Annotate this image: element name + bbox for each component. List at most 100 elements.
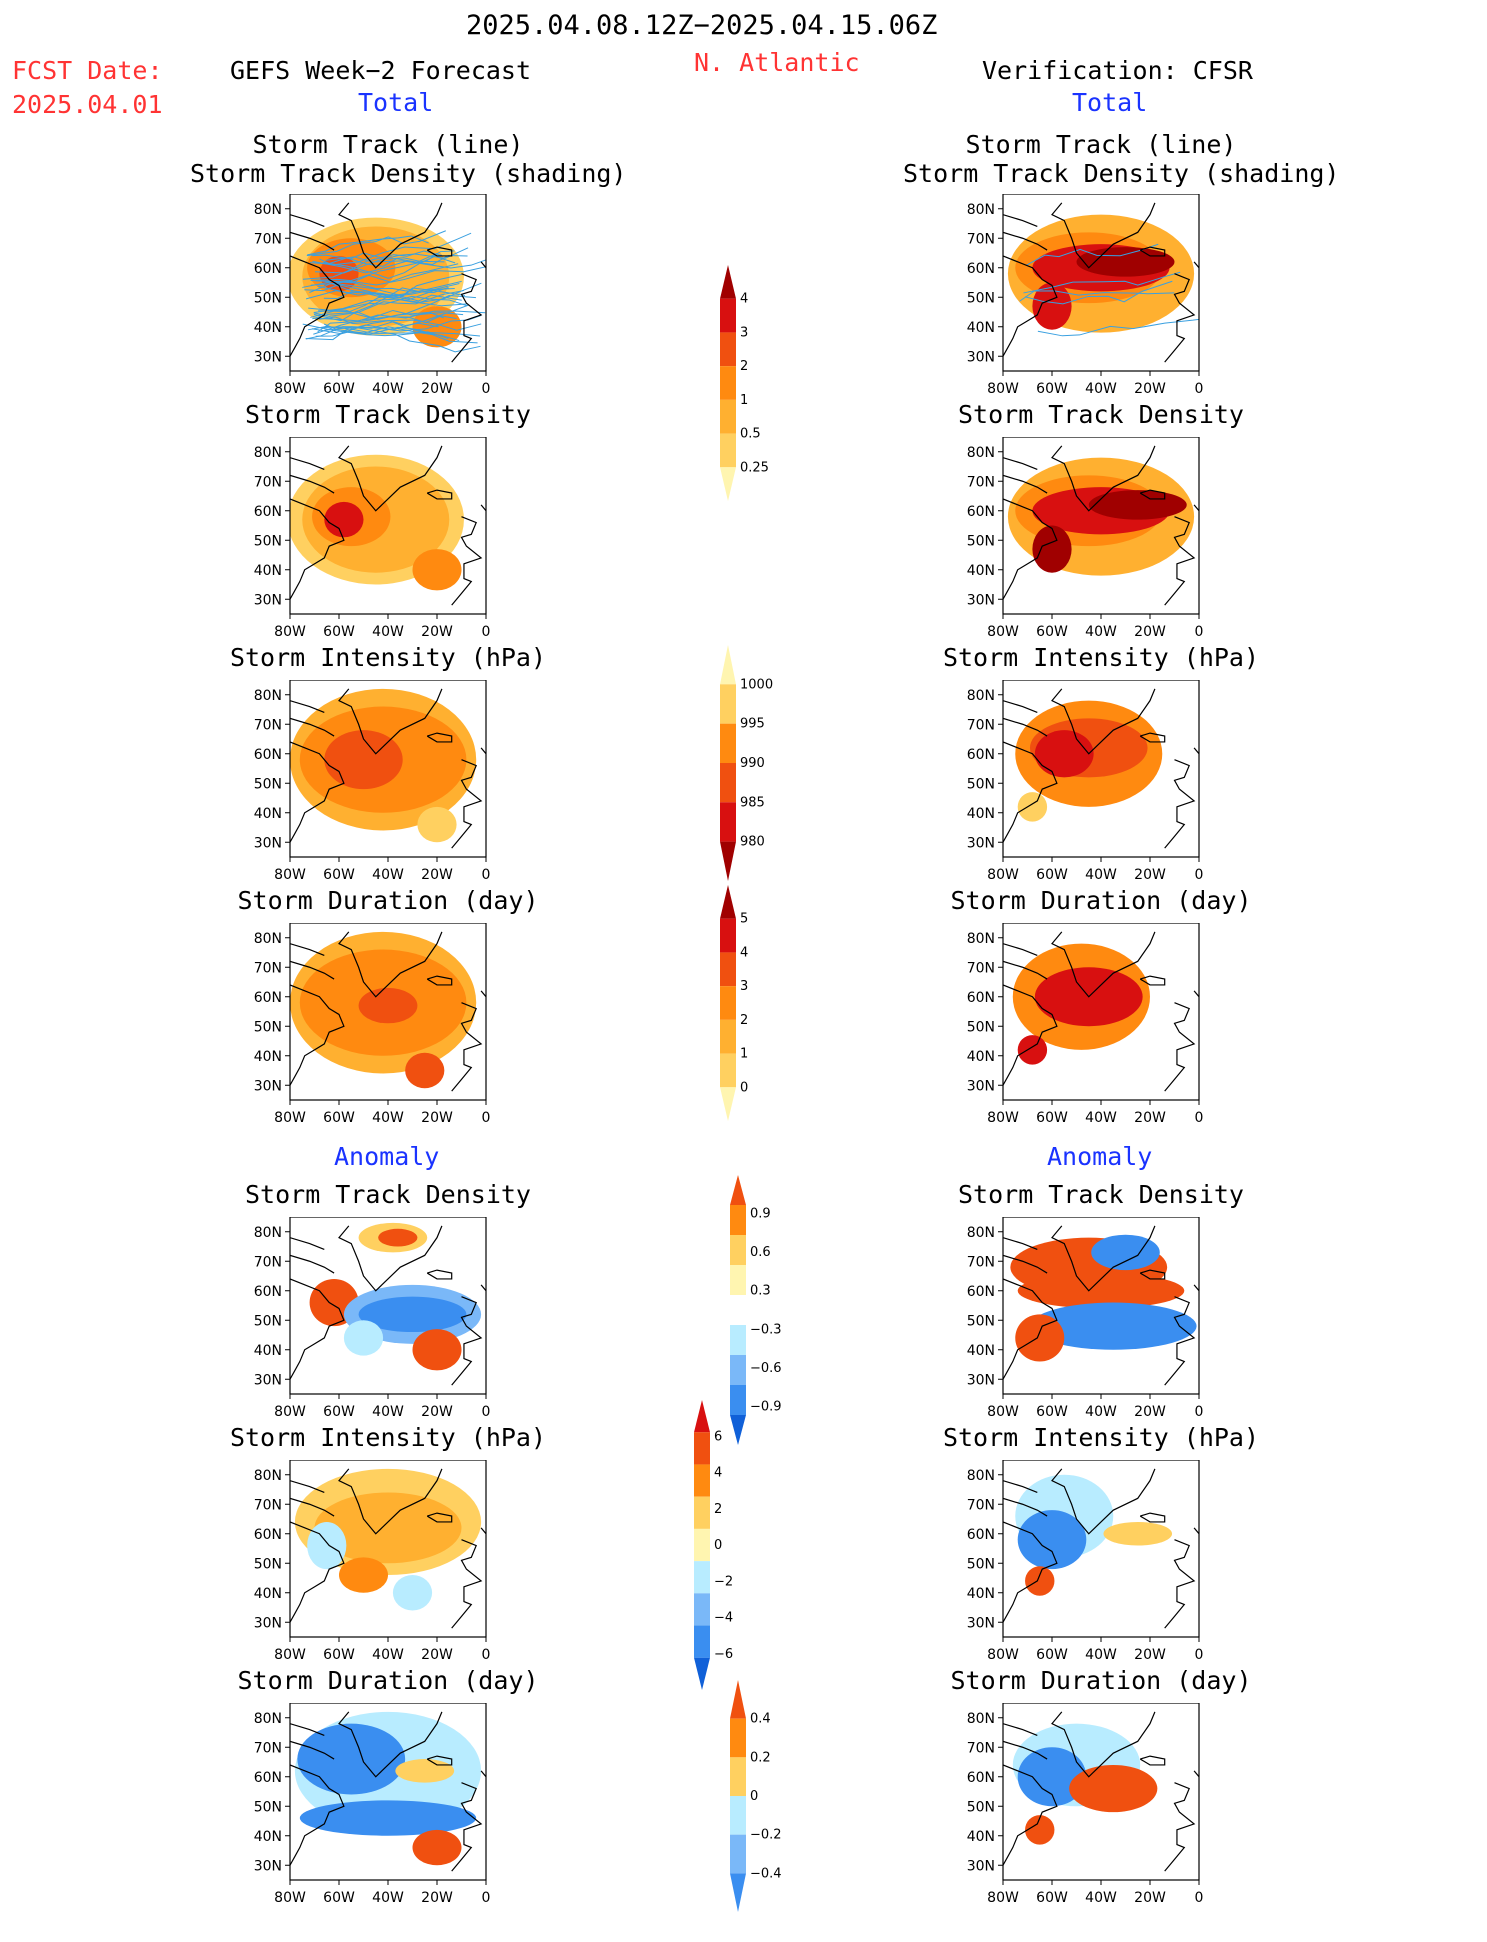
lat-tick-label: 40N (967, 1586, 995, 1602)
lat-tick-label: 80N (967, 202, 995, 218)
lon-tick-label: 40W (1085, 381, 1117, 397)
cb-density-anom-swatch (730, 1175, 746, 1205)
cb-density-label: 2 (740, 359, 748, 374)
lon-tick-label: 60W (323, 867, 355, 883)
lon-tick-label: 20W (1134, 624, 1166, 640)
cb-intensity-anom-label: 0 (714, 1538, 722, 1553)
fc-density-anom-title: Storm Track Density (190, 1180, 586, 1209)
cb-duration-swatch (720, 1020, 736, 1054)
cb-duration-label: 3 (740, 979, 748, 994)
lon-tick-label: 20W (1134, 381, 1166, 397)
cb-density-anom-swatch (730, 1325, 746, 1355)
cb-density-anom-swatch (730, 1295, 746, 1325)
date-range-title: 2025.04.08.12Z−2025.04.15.06Z (466, 10, 937, 41)
cb-density-anom-swatch (730, 1205, 746, 1235)
lat-tick-label: 50N (967, 1556, 995, 1572)
lon-tick-label: 60W (1036, 381, 1068, 397)
lon-tick-label: 80W (274, 1110, 306, 1126)
lat-tick-label: 30N (967, 1615, 995, 1631)
lon-tick-label: 60W (1036, 1110, 1068, 1126)
lat-tick-label: 30N (254, 1372, 282, 1388)
lon-tick-label: 20W (421, 1110, 453, 1126)
lon-tick-label: 80W (274, 1404, 306, 1420)
lat-tick-label: 60N (967, 261, 995, 277)
cb-intensity-anom-swatch (694, 1464, 710, 1496)
lat-tick-label: 80N (254, 1468, 282, 1484)
fc-intensity-anom-shade-3 (339, 1557, 388, 1592)
fcst-date-label: FCST Date: (12, 56, 163, 85)
lon-tick-label: 20W (1134, 1110, 1166, 1126)
lat-tick-label: 40N (254, 320, 282, 336)
lon-tick-label: 0 (1195, 867, 1204, 883)
fc-duration-map: 80N70N60N50N40N30N80W 60W 40W 20W 0 (240, 923, 516, 1140)
lat-tick-label: 50N (254, 290, 282, 306)
cb-duration-anom-label: 0.4 (750, 1712, 771, 1727)
lat-tick-label: 50N (254, 776, 282, 792)
cb-density-label: 0.25 (740, 460, 769, 475)
cb-intensity-anom-label: 6 (714, 1429, 722, 1444)
lat-tick-label: 50N (254, 1313, 282, 1329)
lon-tick-label: 0 (482, 1647, 491, 1663)
fc-intensity-anom-map: 80N 70N 60N 50N 40N 30N 80W 60W 40W 20W 0 (240, 1460, 516, 1677)
cb-intensity-label: 985 (740, 795, 765, 810)
lon-tick-label: 40W (372, 1890, 404, 1906)
lon-tick-label: 60W (1036, 1404, 1068, 1420)
cb-density-label: 4 (740, 292, 748, 307)
lat-tick-label: 40N (967, 1343, 995, 1359)
ob-track-map: 80N70N60N50N40N30N80W 60W 40W 20W 0 (953, 194, 1229, 411)
ob-density-anom-title: Storm Track Density (903, 1180, 1299, 1209)
lon-tick-label: 20W (1134, 1890, 1166, 1906)
lon-tick-label: 60W (1036, 624, 1068, 640)
cb-intensity-swatch (720, 645, 736, 684)
fcst-date-value: 2025.04.01 (12, 90, 163, 119)
cb-density-anom-label: 0.6 (750, 1245, 771, 1260)
lat-tick-label: 80N (967, 931, 995, 947)
fc-duration-anom-shade-1 (297, 1724, 405, 1795)
cb-duration-label: 1 (740, 1047, 748, 1062)
lat-tick-label: 30N (967, 1858, 995, 1874)
lat-tick-label: 60N (967, 1527, 995, 1543)
lat-tick-label: 50N (967, 290, 995, 306)
cb-intensity-anom-swatch (694, 1400, 710, 1432)
cb-duration-label: 5 (740, 912, 748, 927)
lat-tick-label: 50N (254, 1556, 282, 1572)
left-total-label: Total (358, 88, 433, 117)
cb-density-anom-label: 0.3 (750, 1284, 771, 1299)
lat-tick-label: 30N (967, 1078, 995, 1094)
lat-tick-label: 30N (254, 592, 282, 608)
cb-density-swatch (720, 467, 736, 501)
lon-tick-label: 0 (1195, 381, 1204, 397)
cb-duration-anom: 0.40.20−0.2−0.4 (730, 1680, 790, 1942)
lat-tick-label: 30N (254, 1858, 282, 1874)
lon-tick-label: 80W (274, 1890, 306, 1906)
lat-tick-label: 60N (254, 990, 282, 1006)
lat-tick-label: 70N (254, 717, 282, 733)
fc-duration-title: Storm Duration (day) (190, 886, 586, 915)
cb-intensity-swatch (720, 842, 736, 881)
lat-tick-label: 30N (254, 835, 282, 851)
cb-density-anom-swatch (730, 1265, 746, 1295)
lat-tick-label: 40N (254, 1049, 282, 1065)
lat-tick-label: 70N (254, 1497, 282, 1513)
lat-tick-label: 70N (254, 1740, 282, 1756)
fc-intensity-map: 80N70N60N50N40N30N80W 60W 40W 20W 0 (240, 680, 516, 897)
fc-duration-shade-2 (359, 988, 418, 1023)
cb-duration-swatch (720, 1087, 736, 1121)
lon-tick-label: 0 (1195, 1110, 1204, 1126)
lat-tick-label: 40N (254, 1586, 282, 1602)
lat-tick-label: 70N (967, 231, 995, 247)
fc-duration-anom-title: Storm Duration (day) (190, 1666, 586, 1695)
ob-duration-anom-shade-2 (1069, 1765, 1157, 1812)
lat-tick-label: 40N (254, 563, 282, 579)
cb-density-anom-swatch (730, 1235, 746, 1265)
ob-duration-shade-2 (1018, 1035, 1047, 1065)
ob-duration-title: Storm Duration (day) (903, 886, 1299, 915)
lon-tick-label: 20W (421, 1890, 453, 1906)
fc-density-map: 80N70N60N50N40N30N80W 60W 40W 20W 0 (240, 437, 516, 654)
lon-tick-label: 80W (987, 1404, 1019, 1420)
ob-intensity-title: Storm Intensity (hPa) (903, 643, 1299, 672)
lon-tick-label: 20W (421, 624, 453, 640)
cb-density-label: 1 (740, 393, 748, 408)
ob-density-shade-4 (1089, 490, 1187, 519)
lat-tick-label: 30N (967, 835, 995, 851)
